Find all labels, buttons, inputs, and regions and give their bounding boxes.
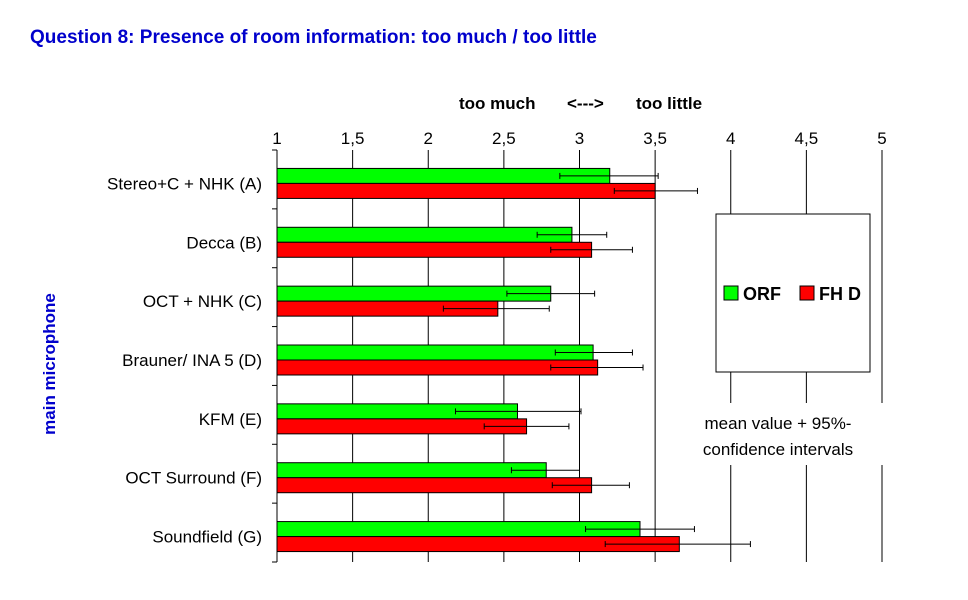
category-label-1: Decca (B) <box>186 233 262 252</box>
error-bar-fhd-3 <box>550 364 644 371</box>
error-bar-fhd-0 <box>613 187 698 194</box>
x-tick-label-2: 2 <box>424 129 433 148</box>
bar-fhd-1 <box>276 241 593 258</box>
axes <box>272 149 278 563</box>
category-label-6: Soundfield (G) <box>152 528 262 547</box>
x-tick-label-8: 5 <box>877 129 886 148</box>
x-tick-label-4: 3 <box>575 129 584 148</box>
category-label-5: OCT Surround (F) <box>125 469 262 488</box>
bar-orf-5 <box>276 462 547 479</box>
error-bar-orf-2 <box>506 290 596 297</box>
x-tick-label-5: 3,5 <box>643 129 667 148</box>
legend-swatch-fhd <box>799 285 815 301</box>
annotation-line-2: confidence intervals <box>703 440 853 459</box>
error-bar-orf-0 <box>559 172 659 179</box>
x-tick-label-6: 4 <box>726 129 735 148</box>
annotation-backdrop <box>662 403 894 465</box>
bar-orf-1 <box>276 226 573 243</box>
bars <box>276 167 680 553</box>
error-bar-orf-3 <box>554 349 633 356</box>
legend-label-fhd: FH D <box>819 284 861 304</box>
scale-label-left: too much <box>459 94 536 113</box>
x-tick-label-1: 1,5 <box>341 129 365 148</box>
error-bar-orf-6 <box>585 526 695 533</box>
legend-swatch-orf <box>723 285 739 301</box>
error-bar-fhd-6 <box>604 541 751 548</box>
category-label-0: Stereo+C + NHK (A) <box>107 174 262 193</box>
x-tick-label-7: 4,5 <box>795 129 819 148</box>
x-tick-label-3: 2,5 <box>492 129 516 148</box>
category-labels: Stereo+C + NHK (A) Decca (B) OCT + NHK (C)… <box>107 174 262 546</box>
category-label-3: Brauner/ INA 5 (D) <box>122 351 262 370</box>
error-bar-orf-4 <box>454 408 582 415</box>
legend: ORF FH D <box>715 213 871 373</box>
error-bar-orf-1 <box>536 231 608 238</box>
legend-label-orf: ORF <box>743 284 781 304</box>
scale-label-right: too little <box>636 94 702 113</box>
category-label-4: KFM (E) <box>199 410 262 429</box>
error-bar-fhd-2 <box>442 305 550 312</box>
x-tick-label-0: 1 <box>272 129 281 148</box>
error-bar-fhd-1 <box>550 246 633 253</box>
x-axis-ticks: 1 1,5 2 2,5 3 3,5 4 4,5 5 <box>272 129 886 148</box>
error-bar-fhd-4 <box>483 423 570 430</box>
category-label-2: OCT + NHK (C) <box>143 292 262 311</box>
bar-fhd-5 <box>276 477 593 494</box>
legend-box <box>715 213 871 373</box>
annotation-line-1: mean value + 95%- <box>705 414 852 433</box>
bar-fhd-3 <box>276 359 599 376</box>
y-axis-label: main microphone <box>40 293 59 435</box>
scale-label-middle: <---> <box>567 94 604 113</box>
error-bar-orf-5 <box>510 467 580 474</box>
chart-title: Question 8: Presence of room information… <box>30 27 597 48</box>
bar-fhd-0 <box>276 182 656 199</box>
error-bars <box>442 172 751 548</box>
bar-orf-3 <box>276 344 594 361</box>
error-bar-fhd-5 <box>551 482 630 489</box>
